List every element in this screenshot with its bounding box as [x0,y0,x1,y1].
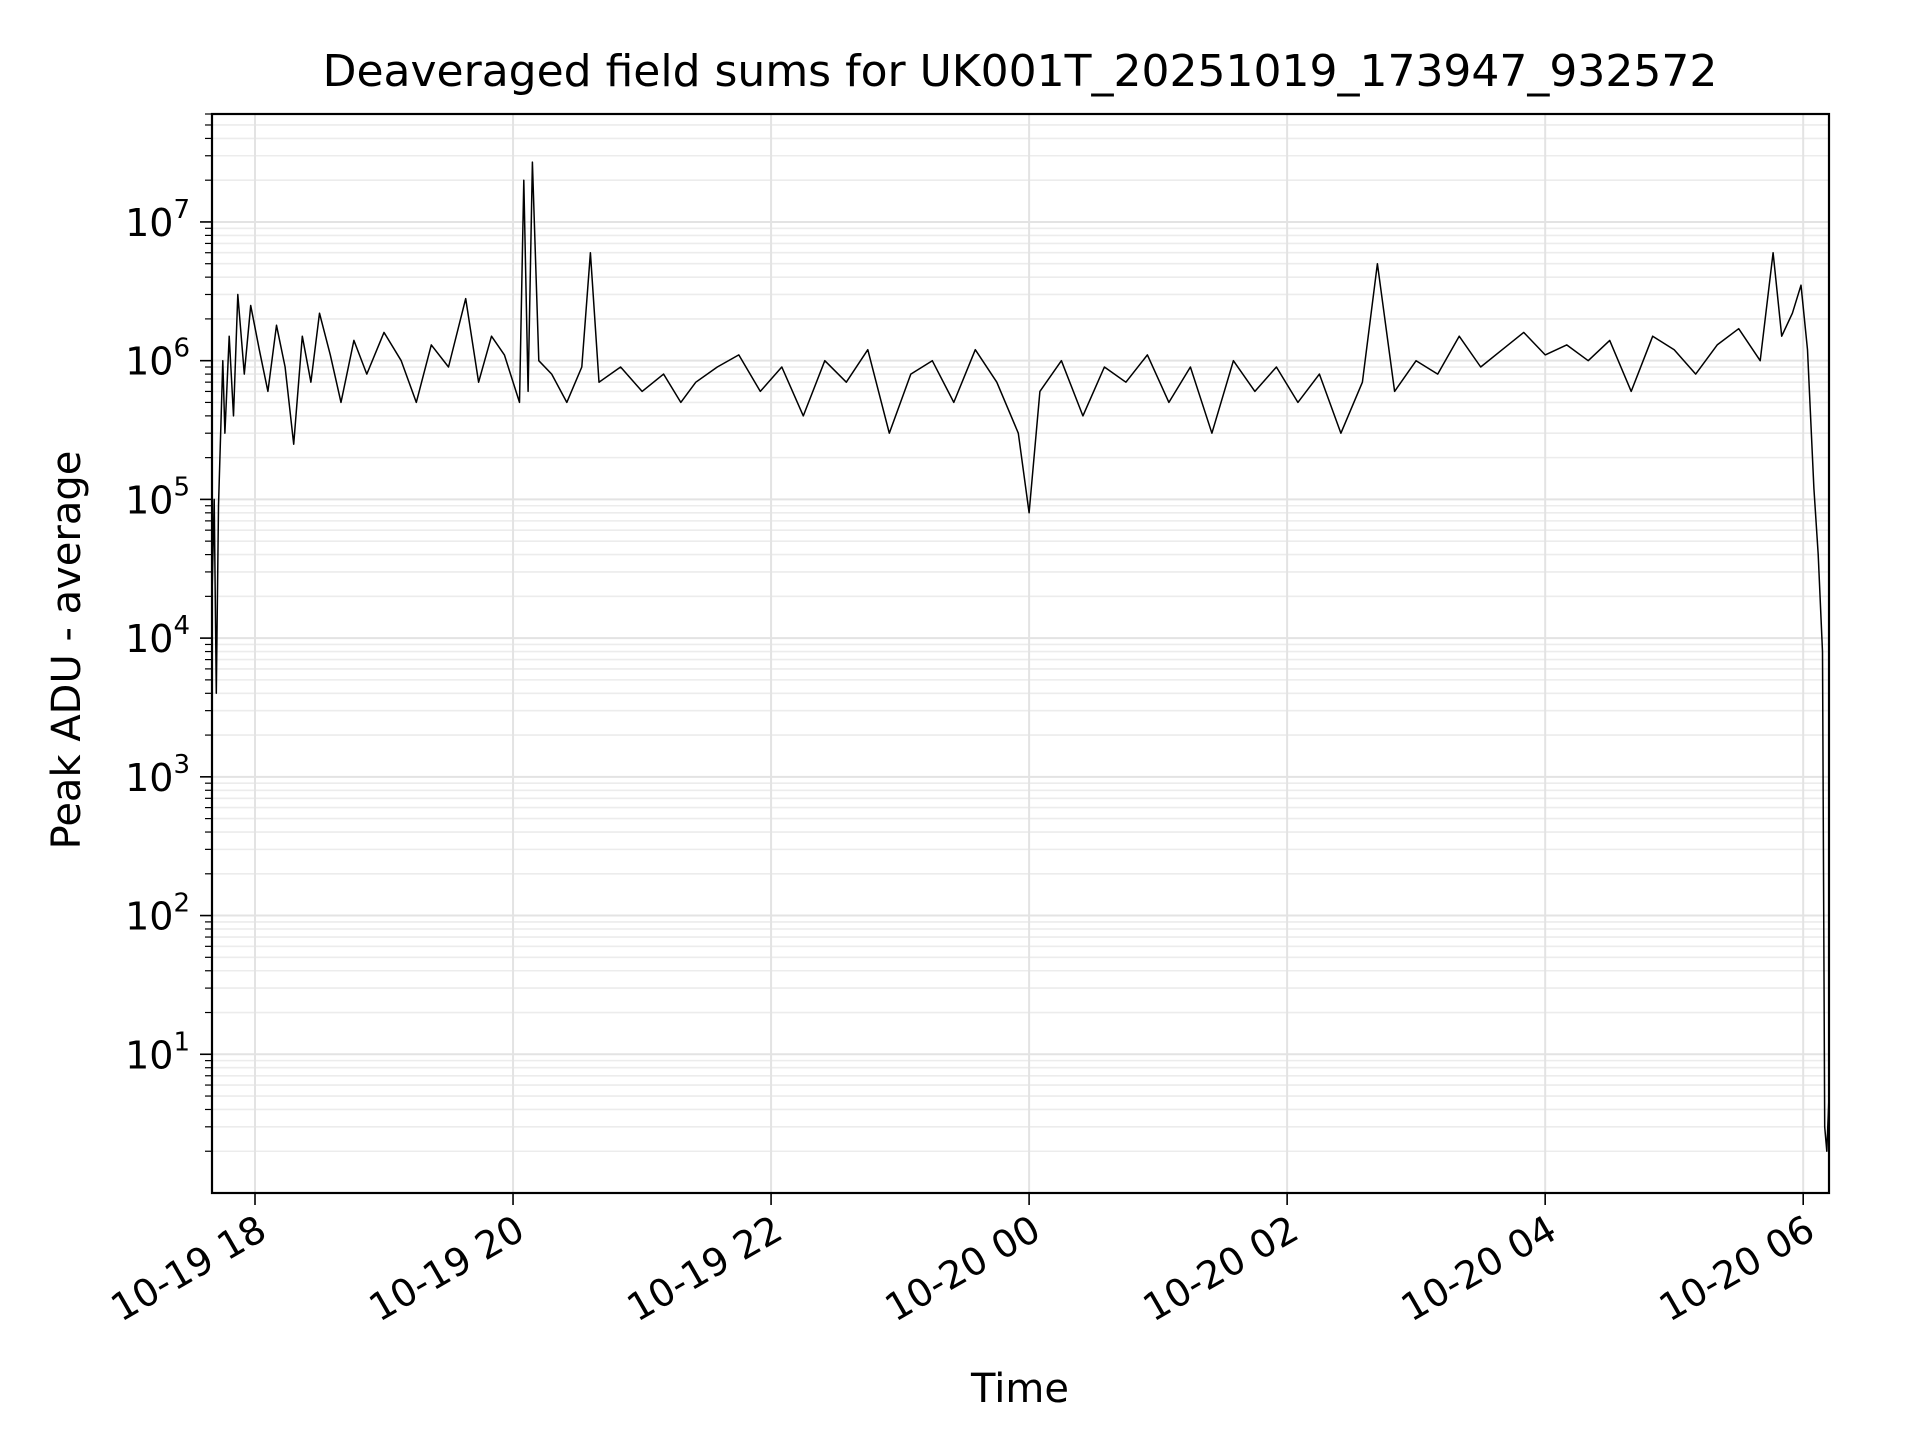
y-tick-label-base: 10 [125,617,173,661]
y-tick-label-base: 10 [125,340,173,384]
y-tick-label: 102 [125,889,190,939]
y-tick-label-exponent: 4 [173,611,190,641]
data-series [211,161,1830,1152]
y-tick-label-exponent: 1 [173,1027,190,1057]
y-tick-label-base: 10 [125,478,173,522]
y-tick-label: 106 [125,334,190,384]
y-tick-label-base: 10 [125,201,173,245]
chart-title: Deaveraged field sums for UK001T_2025101… [323,46,1718,97]
x-axis-label: Time [970,1366,1069,1412]
y-tick-label-exponent: 5 [173,472,190,502]
y-tick-label-base: 10 [125,895,173,939]
y-tick-label: 101 [125,1027,190,1077]
y-tick-label-base: 10 [125,756,173,800]
y-tick-label-exponent: 3 [173,750,190,780]
y-tick-label-exponent: 6 [173,334,190,364]
y-tick-label-exponent: 7 [173,195,190,225]
y-axis-label: Peak ADU - average [44,451,90,850]
y-tick-label: 107 [125,195,190,245]
y-tick-label-base: 10 [125,1033,173,1077]
y-tick-label: 103 [125,750,190,800]
y-tick-label: 105 [125,472,190,522]
series-line [211,161,1830,1152]
plot-frame [210,112,1831,1195]
y-tick-label-exponent: 2 [173,889,190,919]
y-tick-label: 104 [125,611,190,661]
